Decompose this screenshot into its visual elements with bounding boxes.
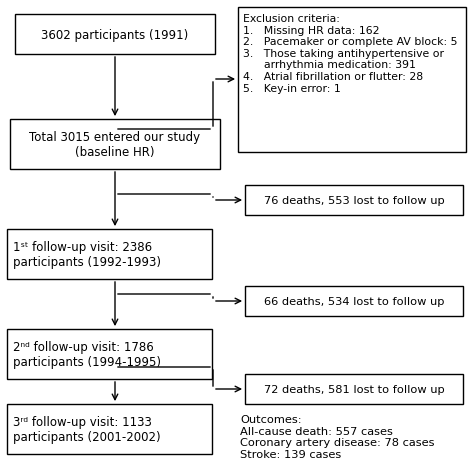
- Text: 3ʳᵈ follow-up visit: 1133
participants (2001-2002): 3ʳᵈ follow-up visit: 1133 participants (…: [13, 415, 161, 443]
- Bar: [8, 229, 212, 279]
- Bar: [245, 186, 463, 216]
- Bar: [8, 404, 212, 454]
- Bar: [15, 15, 215, 55]
- Bar: [238, 8, 466, 153]
- Text: Exclusion criteria:
1.   Missing HR data: 162
2.   Pacemaker or complete AV bloc: Exclusion criteria: 1. Missing HR data: …: [243, 14, 457, 93]
- Bar: [8, 329, 212, 379]
- Text: Total 3015 entered our study
(baseline HR): Total 3015 entered our study (baseline H…: [29, 131, 201, 159]
- Text: 72 deaths, 581 lost to follow up: 72 deaths, 581 lost to follow up: [264, 384, 444, 394]
- Bar: [10, 120, 220, 169]
- Text: 2ⁿᵈ follow-up visit: 1786
participants (1994-1995): 2ⁿᵈ follow-up visit: 1786 participants (…: [13, 340, 162, 368]
- Text: 1ˢᵗ follow-up visit: 2386
participants (1992-1993): 1ˢᵗ follow-up visit: 2386 participants (…: [13, 240, 162, 268]
- Text: 3602 participants (1991): 3602 participants (1991): [41, 29, 189, 41]
- Text: Outcomes:
All-cause death: 557 cases
Coronary artery disease: 78 cases
Stroke: 1: Outcomes: All-cause death: 557 cases Cor…: [240, 414, 435, 459]
- Text: 76 deaths, 553 lost to follow up: 76 deaths, 553 lost to follow up: [264, 196, 444, 206]
- Bar: [245, 374, 463, 404]
- Bar: [245, 287, 463, 317]
- Text: 66 deaths, 534 lost to follow up: 66 deaths, 534 lost to follow up: [264, 297, 444, 307]
